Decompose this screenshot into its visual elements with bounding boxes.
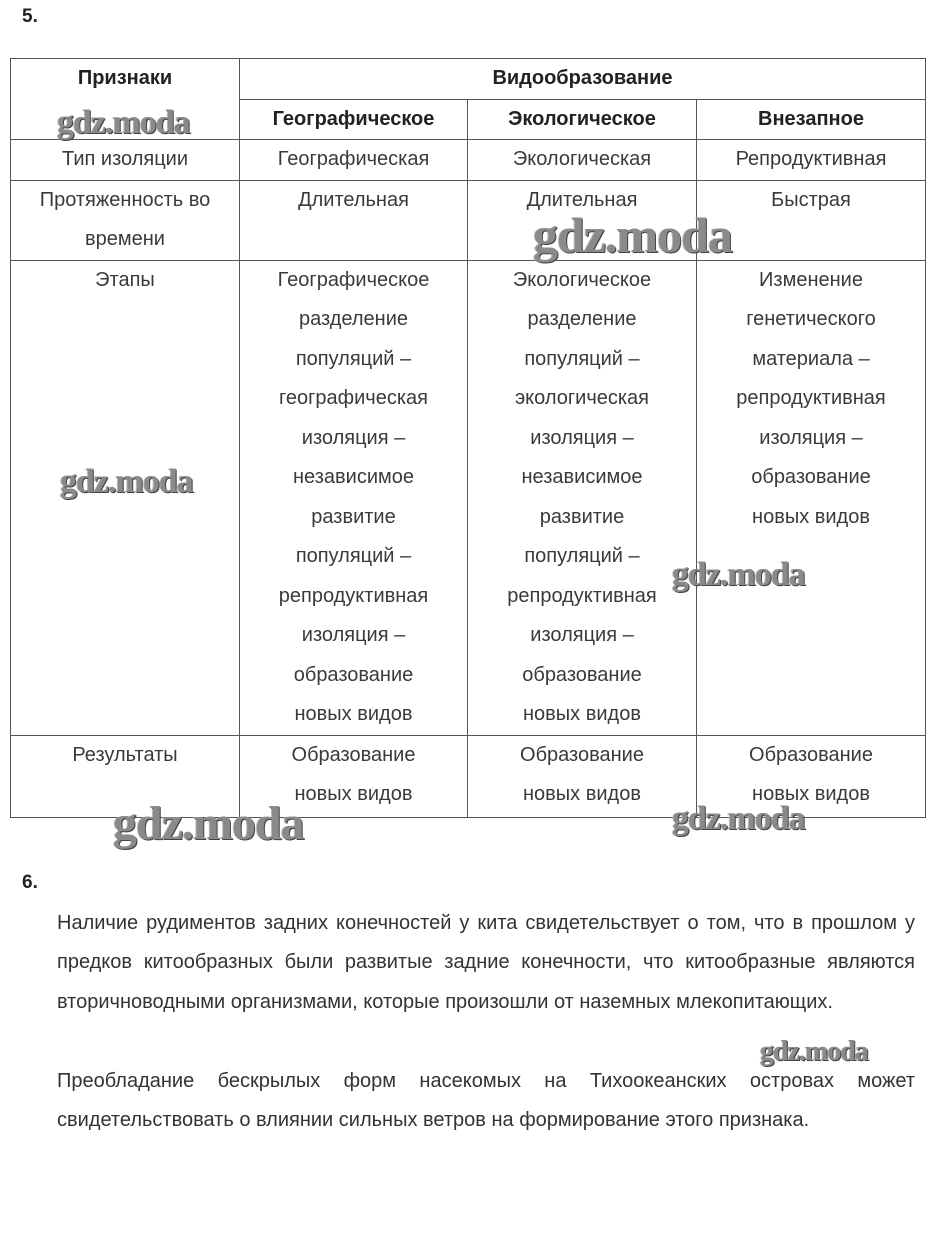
watermark-logo: gdz.moda (533, 207, 733, 263)
header-feature: Признаки (10, 58, 240, 140)
table-row: Результаты Образование новых видов Образ… (10, 734, 927, 818)
watermark-logo: gdz.moda (113, 797, 305, 850)
row-label: Результаты (10, 734, 240, 818)
header-geographic: Географическое (239, 98, 468, 140)
table-row: Протяженность во времени Длительная Длит… (10, 179, 927, 261)
task-5-number: 5. (22, 6, 38, 27)
cell: Изменение генетического материала – репр… (695, 259, 927, 736)
cell: Длительная (239, 179, 468, 261)
table-row: Этапы Географическое разделение популяци… (10, 259, 927, 736)
answer-paragraph-1: Наличие рудиментов задних конечностей у … (57, 912, 915, 1013)
cell: Экологическое разделение популяций – эко… (467, 259, 697, 736)
cell: Экологическая (467, 139, 697, 181)
table-row: Тип изоляции Географическая Экологическа… (10, 139, 927, 181)
watermark-logo: gdz.moda (57, 104, 191, 141)
speciation-table: Признаки Видообразование Географическое … (10, 58, 927, 818)
header-sudden: Внезапное (695, 98, 927, 140)
row-label: Протяженность во времени (10, 179, 240, 261)
watermark-logo: gdz.moda (672, 556, 806, 593)
header-speciation: Видообразование (238, 58, 927, 100)
cell: Географическое разделение популяций – ге… (239, 259, 468, 736)
row-label: Этапы (10, 259, 240, 736)
watermark-logo: gdz.moda (60, 463, 194, 500)
cell: Быстрая (695, 179, 927, 261)
task-6-number: 6. (22, 872, 38, 893)
row-label: Тип изоляции (10, 139, 240, 181)
watermark-logo: gdz.moda (760, 1036, 869, 1067)
cell: Географическая (239, 139, 468, 181)
cell: Образование новых видов (695, 734, 927, 818)
cell: Образование новых видов (467, 734, 697, 818)
cell: Репродуктивная (695, 139, 927, 181)
header-ecological: Экологическое (467, 98, 697, 140)
cell: Длительная (467, 179, 697, 261)
answer-paragraph-2: Преобладание бескрылых форм насекомых на… (57, 1070, 915, 1132)
cell: Образование новых видов (239, 734, 468, 818)
watermark-logo: gdz.moda (672, 800, 806, 837)
